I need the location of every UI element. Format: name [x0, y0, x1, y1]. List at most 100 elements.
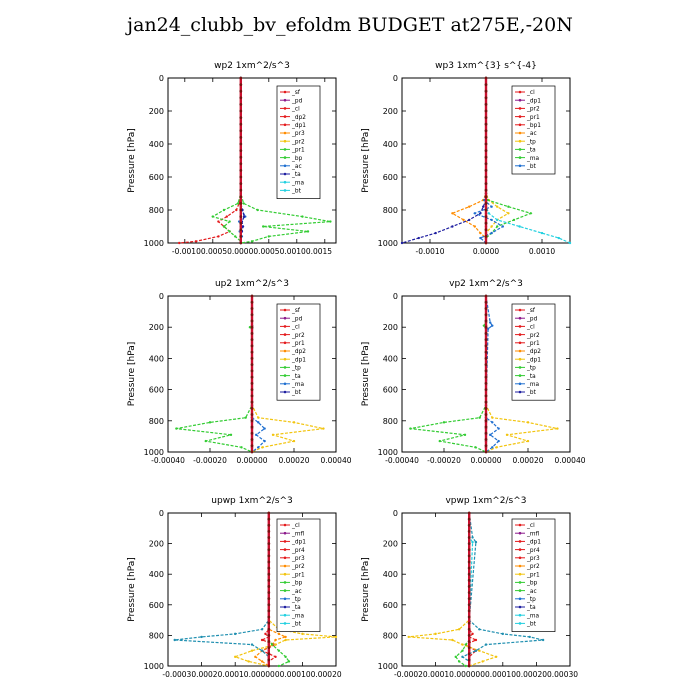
zero-profile-point	[467, 664, 471, 668]
y-tick-label: 400	[149, 140, 164, 149]
y-tick-label: 0	[159, 292, 164, 301]
zero-profile-point	[250, 413, 254, 416]
series-pr2-line	[451, 78, 487, 243]
zero-profile-point	[239, 195, 243, 199]
series-dp1-point	[229, 433, 233, 437]
series-tp-point	[200, 635, 203, 639]
legend-entry: _pr2	[526, 564, 540, 570]
series-pr3-point	[254, 655, 257, 659]
series-dp1-point	[482, 324, 486, 327]
y-tick-label: 600	[383, 173, 398, 182]
x-tick-label: 0.00020	[512, 456, 543, 465]
zero-profile-point	[467, 597, 471, 601]
series-pr2-point	[236, 202, 240, 205]
legend-marker	[283, 605, 287, 609]
zero-profile-point	[467, 646, 471, 650]
legend-entry: _bt	[291, 622, 302, 628]
legend-entry: _pr1	[526, 115, 540, 121]
legend-marker	[283, 139, 287, 143]
zero-profile-point	[484, 235, 488, 238]
series-ac-point	[457, 660, 461, 663]
legend-marker	[518, 548, 522, 551]
chart-panel-1: wp2 1xm^2/s^3 Pressure [hPa] 0 200 400 600 800…	[127, 61, 337, 256]
series-dp1-point	[471, 632, 474, 636]
zero-profile-point	[239, 83, 243, 86]
series-pr2-point	[556, 427, 559, 430]
series-ac-point	[277, 649, 281, 652]
zero-profile-point	[267, 572, 271, 576]
y-tick-label: 600	[149, 173, 164, 182]
series-tp-point	[461, 655, 464, 659]
legend-entry: _tp	[526, 139, 536, 145]
zero-profile-point	[484, 155, 488, 159]
legend-entry: _pr2	[526, 107, 540, 113]
zero-profile-point	[250, 450, 254, 454]
zero-profile-point	[484, 294, 488, 298]
y-tick-label: 1000	[144, 662, 164, 671]
series-pr2-point	[334, 635, 338, 639]
legend: _cl _mfl _dp1 _pr4 _pr3 _pr2 _pr1 _bp _ac _tp _ta _…	[511, 518, 556, 632]
series-pr1-point	[306, 230, 310, 233]
zero-profile-point	[239, 228, 243, 232]
series-pr2-line	[408, 513, 498, 667]
zero-profile-point	[267, 634, 271, 637]
legend: _cl _mfl _dp1 _pr4 _pr3 _pr2 _pr1 _bp _ac _tp _ta _…	[276, 518, 321, 632]
zero-profile-point	[239, 221, 243, 225]
series-dp1-line	[176, 296, 253, 453]
legend-marker	[283, 308, 287, 312]
legend-marker	[518, 390, 522, 394]
zero-profile-point	[484, 83, 488, 86]
legend-box	[511, 518, 556, 632]
legend-marker	[283, 390, 287, 394]
series-ac-point	[287, 660, 291, 663]
series-tp-point	[528, 635, 531, 639]
series-pr1-line	[240, 78, 331, 244]
zero-profile-point	[250, 375, 254, 379]
zero-profile-point	[484, 109, 488, 113]
y-tick-label: 400	[149, 570, 164, 579]
series-pr2-point	[234, 235, 237, 238]
series-dp1-point	[474, 446, 477, 449]
series-pr2-point	[462, 218, 465, 222]
legend-entry: _pd	[526, 316, 538, 322]
series-pr2-point	[461, 643, 464, 646]
legend-entry: _cl	[291, 107, 300, 113]
zero-profile-point	[250, 438, 254, 441]
y-tick-label: 800	[383, 631, 398, 640]
legend-marker	[518, 622, 522, 625]
y-tick-label: 1000	[378, 662, 398, 671]
legend-entry: _pr2	[291, 139, 305, 145]
zero-profile-point	[267, 548, 271, 552]
series-pr1-point	[329, 220, 332, 223]
series-pr2-point	[234, 655, 237, 659]
legend-entry: _ma	[526, 382, 540, 388]
zero-profile-point	[467, 572, 471, 576]
legend-marker	[518, 308, 522, 312]
zero-profile-point	[239, 149, 243, 153]
zero-profile-point	[250, 394, 254, 398]
zero-profile-point	[250, 338, 254, 342]
y-tick-label: 200	[149, 540, 164, 549]
series-pr2-point	[284, 638, 287, 642]
series-ta-point	[451, 225, 454, 228]
series-tp-line	[251, 296, 266, 453]
series-bt-point	[471, 540, 474, 544]
legend-entry: _bp	[291, 156, 303, 162]
series-tp-point	[491, 324, 494, 327]
series-dp1-point	[463, 433, 467, 437]
series-ac-point	[454, 655, 457, 659]
series-tp-line	[485, 295, 500, 453]
series-pr2-point	[473, 225, 476, 228]
zero-profile-point	[467, 529, 471, 533]
zero-profile-point	[267, 627, 271, 631]
legend-entry: _ac	[526, 131, 537, 137]
zero-profile-point	[484, 375, 488, 379]
series-pr2-point	[211, 215, 214, 218]
legend-entry: _pr1	[526, 341, 540, 347]
legend-entry: _bt	[526, 390, 537, 396]
legend-box	[276, 85, 321, 199]
page-title: jan24_clubb_bv_efoldm BUDGET at275E,-20N	[127, 14, 573, 36]
legend-entry: _pr2	[291, 564, 305, 570]
y-tick-label: 400	[383, 140, 398, 149]
legend-entry: _mfl	[526, 531, 540, 537]
